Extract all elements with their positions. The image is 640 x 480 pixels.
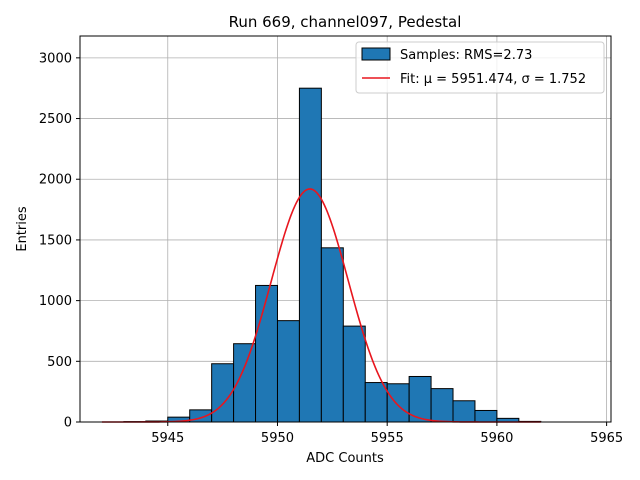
histogram-bar <box>320 247 344 423</box>
x-tick-label-3: 5960 <box>480 431 513 446</box>
y-tick-label-0: 0 <box>64 416 72 431</box>
histogram-bar <box>342 325 366 423</box>
plot-frame <box>79 35 612 423</box>
y-tick-label-6: 3000 <box>39 51 72 66</box>
chart-title: Run 669, channel097, Pedestal <box>229 13 462 31</box>
histogram-bar <box>298 87 322 423</box>
x-tick-label-0: 5945 <box>151 431 184 446</box>
x-tick-label-4: 5965 <box>590 431 623 446</box>
y-tick-label-4: 2000 <box>39 173 72 188</box>
histogram-bar <box>452 400 476 423</box>
x-tick-label-2: 5955 <box>371 431 404 446</box>
histogram-bar <box>364 382 388 423</box>
legend-label-samples: Samples: RMS=2.73 <box>400 48 532 63</box>
y-axis-title: Entries <box>15 206 30 252</box>
y-tick-label-1: 500 <box>47 355 72 370</box>
histogram-bar <box>386 383 410 423</box>
x-axis-title: ADC Counts <box>306 451 384 466</box>
y-tick-label-3: 1500 <box>39 233 72 248</box>
grid-lines <box>80 36 611 423</box>
histogram-bar <box>255 284 278 423</box>
legend-swatch-samples <box>361 47 391 61</box>
y-tick-label-2: 1000 <box>39 294 72 309</box>
histogram-bar <box>430 388 454 423</box>
x-axis-ticks: 5945 5950 5955 5960 5965 <box>151 422 623 446</box>
y-axis-ticks: 0 500 1000 1500 2000 2500 3000 <box>39 51 80 431</box>
histogram-bar <box>474 409 498 423</box>
y-tick-label-5: 2500 <box>39 112 72 127</box>
legend-label-fit: Fit: μ = 5951.474, σ = 1.752 <box>400 72 586 87</box>
legend: Samples: RMS=2.73 Fit: μ = 5951.474, σ =… <box>355 41 605 94</box>
histogram-bar <box>211 363 235 423</box>
legend-box <box>355 41 605 94</box>
histogram-bar <box>276 320 300 423</box>
x-tick-label-1: 5950 <box>261 431 294 446</box>
